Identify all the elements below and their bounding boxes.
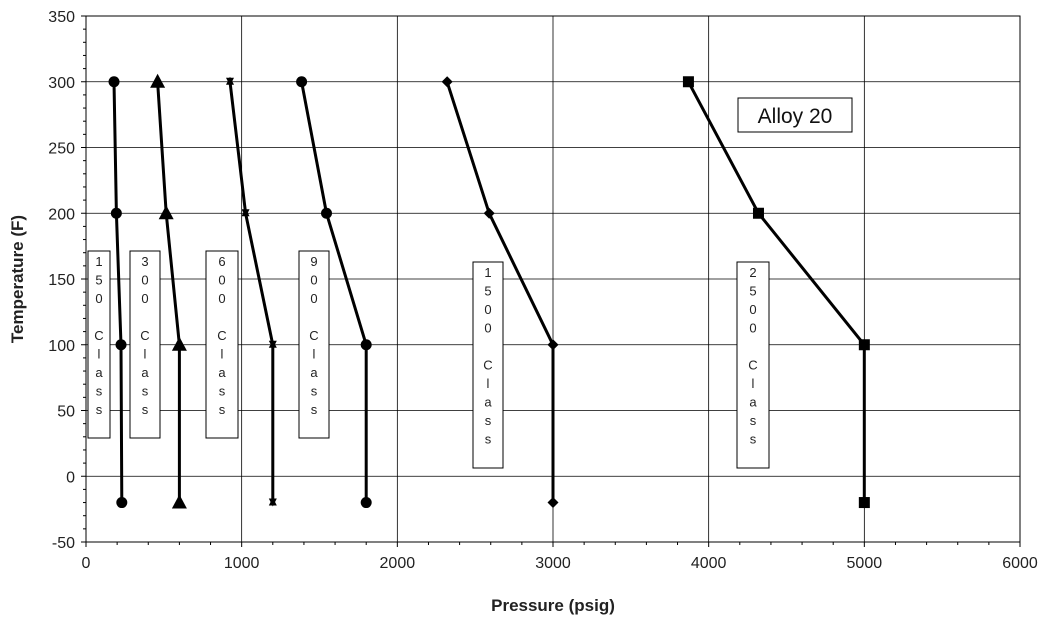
data-point	[171, 336, 187, 351]
data-point	[268, 339, 277, 348]
data-point	[158, 205, 174, 220]
data-point	[241, 208, 250, 217]
y-tick-label: -50	[52, 535, 75, 552]
data-point	[547, 497, 559, 509]
x-tick-label: 2000	[380, 555, 416, 572]
x-tick-label: 0	[82, 555, 91, 572]
y-tick-label: 50	[57, 404, 75, 421]
data-point	[483, 207, 495, 219]
y-tick-label: 100	[48, 338, 75, 355]
class-label-box	[87, 250, 111, 439]
y-tick-label: 250	[48, 141, 75, 158]
class-label-box	[736, 261, 770, 469]
data-point	[150, 73, 166, 88]
series-line	[228, 81, 275, 503]
x-tick-label: 1000	[224, 555, 260, 572]
data-point	[858, 339, 870, 351]
data-point	[268, 497, 277, 506]
y-tick-label: 300	[48, 75, 75, 92]
data-point	[115, 339, 127, 351]
series-line	[156, 81, 181, 503]
annotation: Alloy 20	[737, 97, 853, 133]
data-point	[360, 497, 372, 509]
series-line	[300, 81, 368, 503]
data-point	[682, 76, 694, 88]
data-point	[321, 207, 333, 219]
y-tick-label: 350	[48, 9, 75, 26]
axes: 0 1000 2000 3000 4000 5000 6000 -50 0 50 100 150 200…	[48, 9, 1038, 572]
annotation-box	[737, 97, 853, 133]
data-point	[171, 494, 187, 509]
x-tick-label: 4000	[691, 555, 727, 572]
data-point	[116, 497, 128, 509]
class-label-box	[472, 261, 504, 469]
y-axis-title: Temperature (F)	[8, 215, 27, 343]
x-tick-label: 6000	[1002, 555, 1038, 572]
series-group	[108, 73, 870, 509]
x-tick-label: 3000	[535, 555, 571, 572]
data-point	[110, 207, 122, 219]
x-tick-label: 5000	[847, 555, 883, 572]
data-point	[858, 497, 870, 509]
data-point	[296, 76, 308, 88]
data-point	[547, 339, 559, 351]
series-line	[445, 81, 555, 503]
data-point	[752, 207, 764, 219]
class-label-box	[205, 250, 239, 439]
y-tick-label: 200	[48, 206, 75, 223]
class-label-box	[129, 250, 161, 439]
annotation-text: Alloy 20	[758, 105, 833, 128]
data-point	[225, 76, 234, 85]
x-axis-title: Pressure (psig)	[491, 596, 615, 615]
data-point	[360, 339, 372, 351]
y-tick-label: 150	[48, 272, 75, 289]
data-point	[441, 76, 453, 88]
y-tick-label: 0	[66, 469, 75, 486]
series-line	[687, 81, 866, 503]
data-point	[108, 76, 120, 88]
class-label-box	[298, 250, 330, 439]
series-line	[112, 81, 124, 503]
